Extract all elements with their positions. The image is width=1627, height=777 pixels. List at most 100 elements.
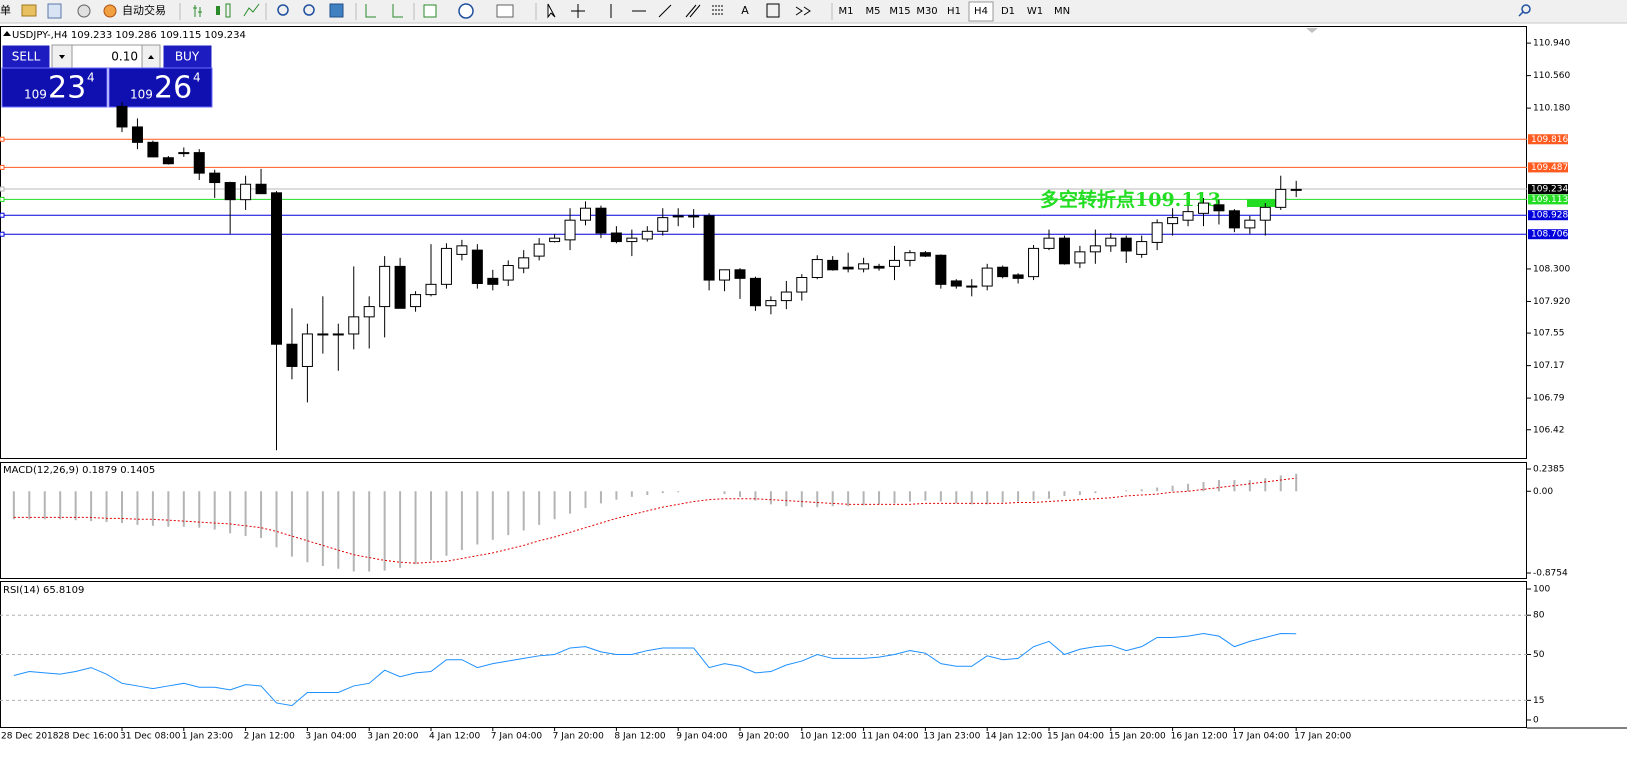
candle-body bbox=[550, 238, 560, 241]
y-tick-label: 50 bbox=[1533, 650, 1545, 660]
x-tick-label: 31 Dec 08:00 bbox=[120, 732, 181, 742]
x-tick-label: 17 Jan 04:00 bbox=[1232, 732, 1289, 742]
candle-body bbox=[380, 266, 390, 306]
candle-body bbox=[1291, 189, 1301, 190]
sell-label[interactable]: SELL bbox=[12, 50, 41, 64]
candle-body bbox=[1013, 275, 1023, 278]
y-tick-label: 107.920 bbox=[1533, 297, 1570, 307]
icon[interactable] bbox=[330, 4, 343, 17]
candle-body bbox=[1260, 207, 1270, 220]
candle-body bbox=[534, 244, 544, 256]
ask-big: 109 bbox=[130, 88, 153, 102]
price-handle bbox=[0, 165, 4, 169]
timeframe[interactable]: M1 bbox=[839, 6, 854, 17]
candle-body bbox=[349, 317, 359, 334]
y-tick-label: 107.17 bbox=[1533, 361, 1565, 371]
candle-body bbox=[797, 278, 807, 293]
price-handle bbox=[0, 137, 4, 141]
timeframe[interactable]: H1 bbox=[947, 6, 961, 17]
text-tool[interactable]: A bbox=[741, 4, 749, 17]
candle-body bbox=[287, 344, 297, 366]
candle-body bbox=[302, 334, 312, 367]
candle-body bbox=[982, 268, 992, 286]
chart-title: USDJPY-,H4 109.233 109.286 109.115 109.2… bbox=[12, 30, 246, 41]
signal-line bbox=[14, 478, 1296, 563]
candle-body bbox=[318, 334, 328, 335]
candle-body bbox=[210, 173, 220, 182]
x-tick-label: 16 Jan 12:00 bbox=[1171, 732, 1228, 742]
candle-body bbox=[673, 216, 683, 217]
timeframe[interactable]: H4 bbox=[974, 6, 988, 17]
candle-body bbox=[1059, 238, 1069, 264]
candle-body bbox=[472, 250, 482, 283]
candle-body bbox=[689, 216, 699, 217]
candle-body bbox=[874, 266, 884, 268]
candle-body bbox=[163, 158, 173, 164]
candle-body bbox=[1214, 205, 1224, 211]
icon[interactable] bbox=[22, 5, 36, 16]
menu-item[interactable]: 单 bbox=[0, 4, 11, 17]
timeframe[interactable]: MN bbox=[1054, 6, 1070, 17]
lot-value[interactable]: 0.10 bbox=[111, 50, 138, 64]
candle-body bbox=[1137, 242, 1147, 255]
candle-body bbox=[272, 193, 282, 344]
candle-body bbox=[256, 184, 266, 193]
timeframe[interactable]: M15 bbox=[889, 6, 910, 17]
candle-body bbox=[627, 238, 637, 241]
candle-body bbox=[565, 220, 575, 240]
icon[interactable] bbox=[497, 5, 513, 17]
rsi-line bbox=[14, 634, 1296, 706]
candle-body bbox=[812, 260, 822, 278]
candle-body bbox=[967, 286, 977, 287]
x-tick-label: 14 Jan 12:00 bbox=[985, 732, 1042, 742]
frames bbox=[1, 27, 1627, 729]
icon[interactable] bbox=[216, 6, 220, 15]
timeframe[interactable]: M30 bbox=[916, 6, 937, 17]
candle-body bbox=[1044, 238, 1054, 248]
x-tick-label: 3 Jan 20:00 bbox=[367, 732, 419, 742]
price-handle bbox=[0, 213, 4, 217]
candle-body bbox=[766, 301, 776, 306]
candle-body bbox=[658, 218, 668, 232]
candle-body bbox=[596, 208, 606, 233]
x-tick-label: 17 Jan 20:00 bbox=[1294, 732, 1351, 742]
price-tag-label: 109.113 bbox=[1531, 195, 1568, 205]
x-tick-label: 4 Jan 12:00 bbox=[429, 732, 481, 742]
icon[interactable] bbox=[459, 4, 473, 18]
timeframe[interactable]: W1 bbox=[1027, 6, 1043, 17]
buy-label[interactable]: BUY bbox=[175, 50, 200, 64]
icon[interactable] bbox=[48, 4, 61, 18]
x-tick-label: 13 Jan 23:00 bbox=[923, 732, 980, 742]
timeframe[interactable]: M5 bbox=[866, 6, 881, 17]
candle-body bbox=[905, 253, 915, 261]
bid-fraction: 4 bbox=[87, 71, 95, 85]
auto-trading[interactable]: 自动交易 bbox=[122, 3, 166, 17]
price-handle bbox=[0, 232, 4, 236]
y-tick-label: 0.2385 bbox=[1533, 465, 1565, 475]
price-tag-label: 108.928 bbox=[1531, 211, 1568, 221]
y-tick-label: 108.300 bbox=[1533, 264, 1570, 274]
y-tick-label: 80 bbox=[1533, 611, 1545, 621]
candle-body bbox=[581, 208, 591, 220]
icon[interactable] bbox=[104, 5, 116, 17]
candle-body bbox=[148, 142, 158, 157]
rsi-title: RSI(14) 65.8109 bbox=[3, 585, 84, 596]
price-handle bbox=[0, 187, 4, 191]
y-tick-label: 107.55 bbox=[1533, 329, 1565, 339]
candle-body bbox=[1090, 246, 1100, 252]
candle-body bbox=[611, 233, 621, 242]
x-tick-label: 28 Dec 2018 bbox=[1, 732, 59, 742]
main-panel bbox=[1, 27, 1527, 459]
candle-body bbox=[1245, 220, 1255, 228]
candle-body bbox=[132, 127, 142, 142]
y-tick-label: 0.00 bbox=[1533, 487, 1553, 497]
ask-fraction: 4 bbox=[193, 71, 201, 85]
x-tick-label: 10 Jan 12:00 bbox=[800, 732, 857, 742]
candle-body bbox=[1199, 203, 1209, 213]
macd-title: MACD(12,26,9) 0.1879 0.1405 bbox=[3, 465, 155, 476]
timeframe[interactable]: D1 bbox=[1001, 6, 1015, 17]
icon[interactable] bbox=[78, 5, 90, 17]
candle-body bbox=[750, 278, 760, 305]
icon[interactable] bbox=[424, 5, 436, 17]
y-tick-label: 110.180 bbox=[1533, 104, 1570, 114]
